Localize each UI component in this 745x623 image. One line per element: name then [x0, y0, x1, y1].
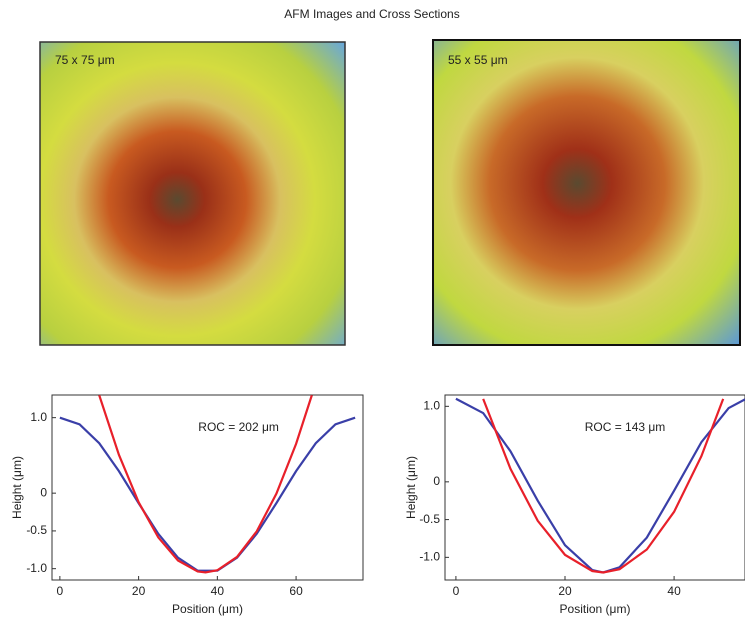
x-tick-label: 60: [289, 584, 303, 598]
y-tick-label: -0.5: [26, 523, 47, 537]
y-tick-label: 0: [433, 474, 440, 488]
afm-image: [432, 39, 741, 346]
plot-area: [455, 397, 745, 574]
y-tick-label: 1.0: [30, 410, 47, 424]
plot-area: [59, 395, 356, 574]
x-tick-label: 20: [132, 584, 146, 598]
y-tick-label: -1.0: [419, 550, 440, 564]
y-tick-label: 1.0: [423, 398, 440, 412]
figure-title: AFM Images and Cross Sections: [284, 7, 459, 21]
annotation: ROC = 143 μm: [585, 420, 666, 434]
y-tick-label: -0.5: [419, 512, 440, 526]
x-tick-label: 0: [57, 584, 64, 598]
afm-image: [39, 41, 346, 346]
y-tick-label: -1.0: [26, 561, 47, 575]
x-tick-label: 20: [558, 584, 572, 598]
x-axis-label: Position (μm): [172, 602, 243, 616]
y-axis-label: Height (μm): [404, 456, 418, 519]
data-line: [59, 416, 356, 572]
x-tick-label: 40: [667, 584, 681, 598]
y-tick-label: 0: [40, 485, 47, 499]
plot-frame: [444, 394, 745, 581]
x-tick-label: 0: [453, 584, 460, 598]
x-tick-label: 40: [211, 584, 225, 598]
image-label: 75 x 75 μm: [55, 53, 115, 67]
annotation: ROC = 202 μm: [198, 420, 279, 434]
y-axis-label: Height (μm): [10, 456, 24, 519]
data-line: [98, 395, 313, 574]
x-axis-label: Position (μm): [560, 602, 631, 616]
image-label: 55 x 55 μm: [448, 53, 508, 67]
plot-frame: [51, 394, 364, 581]
data-line: [482, 398, 725, 574]
